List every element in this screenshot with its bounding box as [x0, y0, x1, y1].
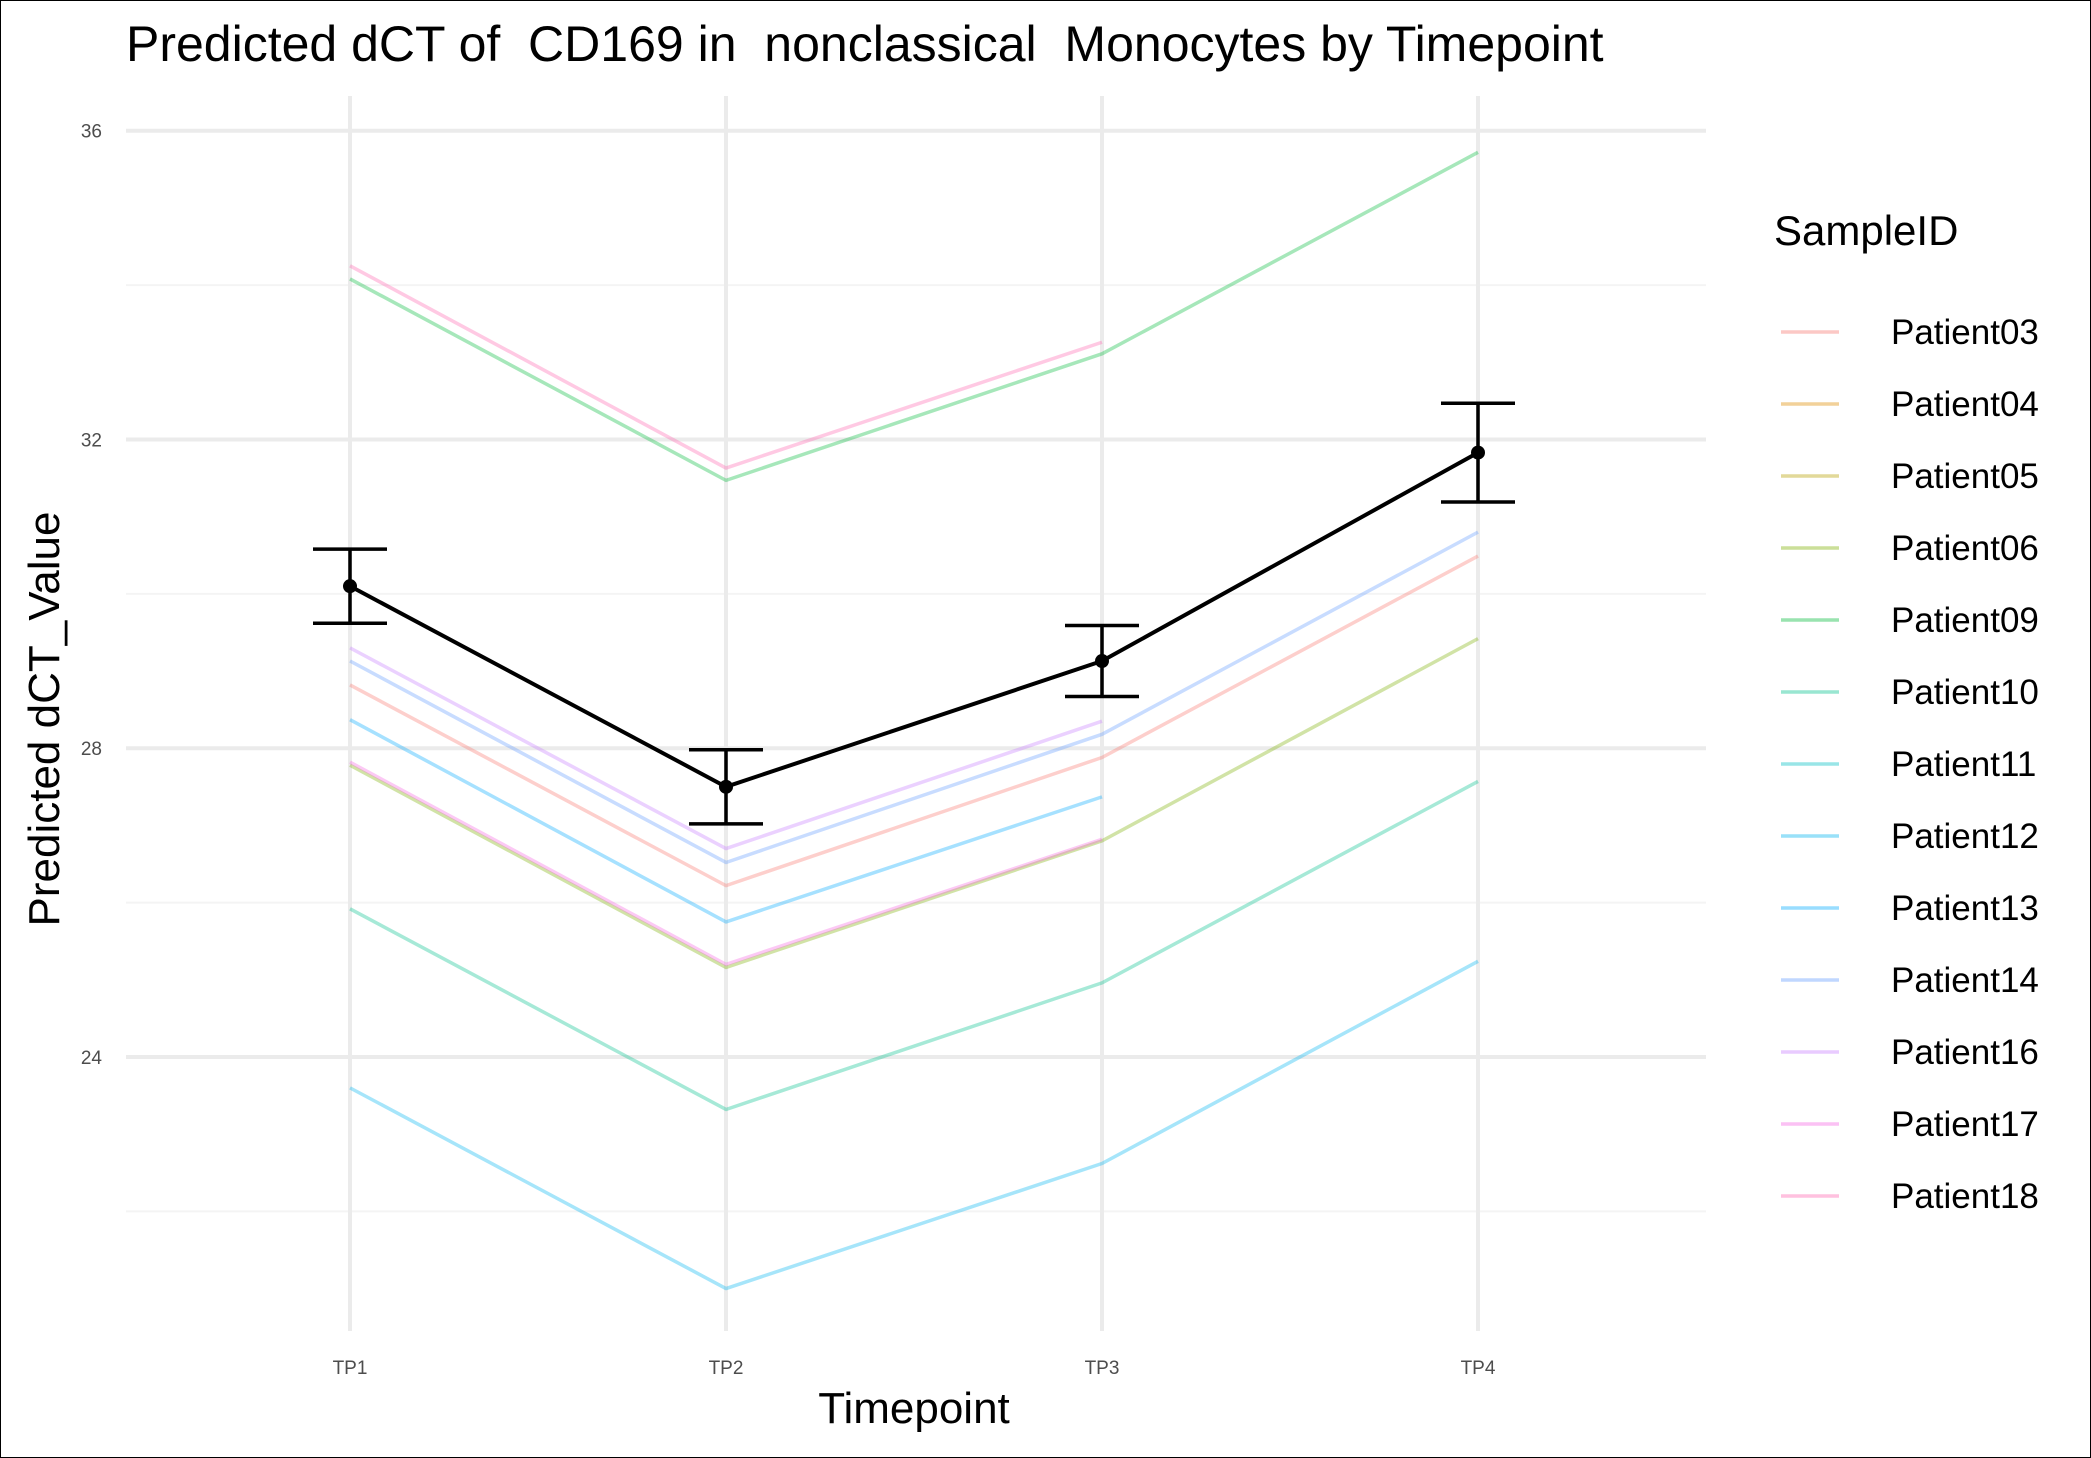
y-axis-ticks: 24 28 32 36	[81, 122, 103, 1069]
legend-item: Patient05	[1781, 457, 2039, 496]
legend-label: Patient17	[1891, 1105, 2039, 1144]
mean-point	[1095, 654, 1109, 669]
mean-point	[719, 779, 733, 794]
legend-label: Patient18	[1891, 1177, 2039, 1216]
y-tick-label: 28	[81, 739, 102, 760]
series-line-patient06	[349, 637, 1479, 970]
legend-label: Patient11	[1891, 745, 2036, 784]
series-line-patient17	[349, 760, 1103, 967]
y-tick-label: 24	[81, 1048, 103, 1069]
series-layer	[349, 150, 1479, 1291]
legend-label: Patient05	[1891, 457, 2039, 496]
legend-item: Patient03	[1781, 313, 2039, 352]
x-tick-label: TP1	[333, 1358, 368, 1379]
series-line-patient10	[349, 779, 1479, 1112]
x-axis-title: Timepoint	[818, 1384, 1010, 1433]
legend-label: Patient13	[1891, 889, 2039, 928]
legend-label: Patient10	[1891, 673, 2039, 712]
legend-item: Patient13	[1781, 889, 2039, 928]
series-line-patient03	[349, 554, 1479, 888]
y-tick-label: 32	[81, 430, 102, 451]
y-axis-title: Predicted dCT_Value	[20, 512, 69, 927]
legend-item: Patient12	[1781, 817, 2039, 856]
chart-title: Predicted dCT of CD169 in nonclassical M…	[126, 16, 1604, 72]
x-tick-label: TP3	[1085, 1358, 1120, 1379]
legend-item: Patient17	[1781, 1105, 2039, 1144]
legend-item: Patient18	[1781, 1177, 2039, 1216]
legend: SampleID Patient03Patient04Patient05Pati…	[1774, 207, 2039, 1216]
legend-item: Patient16	[1781, 1033, 2039, 1072]
legend-label: Patient14	[1891, 961, 2039, 1000]
legend-item: Patient04	[1781, 385, 2039, 424]
legend-label: Patient12	[1891, 817, 2039, 856]
legend-label: Patient03	[1891, 313, 2039, 352]
legend-item: Patient11	[1781, 745, 2036, 784]
mean-point	[343, 579, 357, 594]
x-tick-label: TP4	[1461, 1358, 1496, 1379]
grid	[126, 96, 1706, 1331]
x-axis-ticks: TP1 TP2 TP3 TP4	[333, 1358, 1496, 1379]
series-line-patient13	[349, 718, 1103, 924]
series-line-patient14	[349, 530, 1479, 865]
legend-label: Patient06	[1891, 529, 2039, 568]
legend-items: Patient03 Patient04 Patient05 Patient06 Pati…	[1781, 313, 2039, 1216]
legend-item: Patient06	[1781, 529, 2039, 568]
series-line-patient16	[349, 646, 1103, 851]
y-tick-label: 36	[81, 122, 102, 143]
legend-label: Patient09	[1891, 601, 2039, 640]
mean-point	[1471, 445, 1485, 460]
series-line-patient18	[349, 264, 1103, 470]
legend-item: Patient09	[1781, 601, 2039, 640]
legend-label: Patient16	[1891, 1033, 2039, 1072]
mean-line	[349, 450, 1479, 789]
series-line-patient12	[349, 959, 1479, 1291]
x-tick-label: TP2	[709, 1358, 744, 1379]
series-line-patient09	[349, 150, 1479, 483]
legend-item: Patient14	[1781, 961, 2039, 1000]
legend-title: SampleID	[1774, 207, 1958, 254]
legend-item: Patient10	[1781, 673, 2039, 712]
legend-label: Patient04	[1891, 385, 2039, 424]
mean-layer	[313, 401, 1515, 826]
